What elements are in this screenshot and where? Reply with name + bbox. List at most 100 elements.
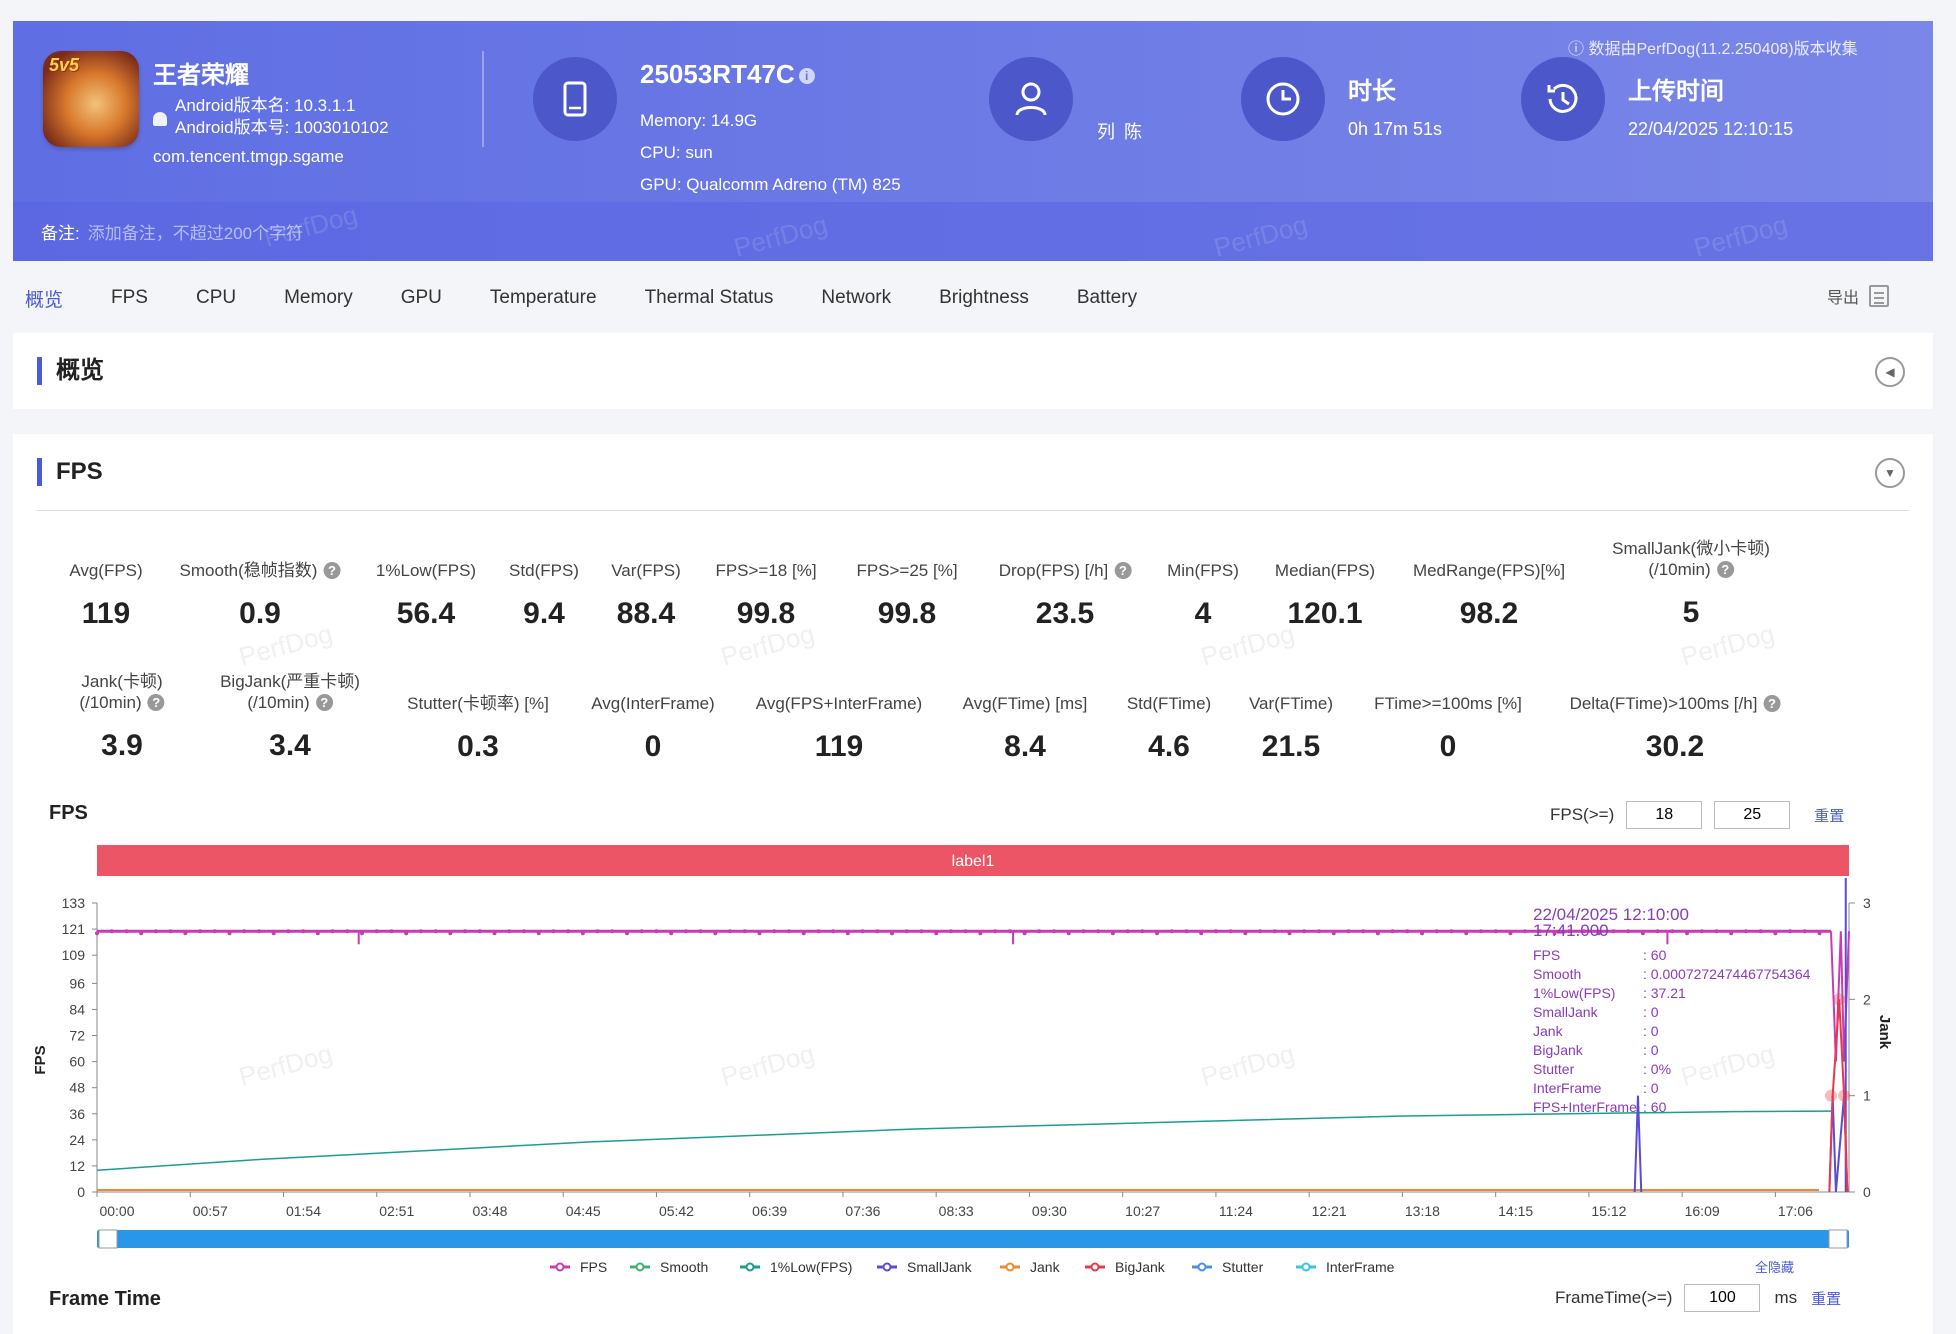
metric-label: BigJank(严重卡顿) (/10min)? bbox=[220, 671, 360, 713]
metric-label-text: FPS>=18 [%] bbox=[715, 561, 817, 580]
tab-2[interactable]: CPU bbox=[195, 287, 237, 308]
overview-title: 概览 bbox=[37, 357, 104, 385]
metric-label-text: Smooth(稳帧指数) bbox=[179, 561, 318, 580]
info-icon[interactable]: i bbox=[798, 68, 815, 84]
metric-label: Var(FPS) bbox=[611, 560, 681, 581]
metric-value: 3.4 bbox=[269, 729, 311, 762]
tablet-icon bbox=[533, 57, 617, 141]
metric-value: 120.1 bbox=[1287, 597, 1363, 630]
fps-section-title: FPS bbox=[37, 458, 103, 486]
fps-reset-link[interactable]: 重置 bbox=[1814, 807, 1845, 825]
app-version-code: Android版本号: 1003010102 bbox=[175, 118, 389, 137]
metric-label: FPS>=18 [%] bbox=[715, 560, 816, 581]
metric-metrics_row2-6: Std(FTime) 4.6 bbox=[1127, 693, 1211, 764]
metric-value: 23.5 bbox=[1035, 597, 1095, 630]
device-name: 25053RT47C i bbox=[640, 59, 815, 90]
metric-label: FTime>=100ms [%] bbox=[1374, 693, 1522, 714]
tab-4[interactable]: GPU bbox=[400, 287, 442, 308]
tab-5[interactable]: Temperature bbox=[489, 287, 597, 308]
remark-bar: 备注: 添加备注，不超过200个字符 bbox=[13, 202, 1933, 261]
tab-0[interactable]: 概览 bbox=[25, 289, 64, 311]
metric-metrics_row2-4: Avg(FPS+InterFrame) 119 bbox=[756, 693, 922, 764]
metric-metrics_row1-10: MedRange(FPS)[%] 98.2 bbox=[1413, 560, 1565, 631]
app-icon: 5v5 bbox=[43, 51, 139, 147]
device-memory: Memory: 14.9G bbox=[640, 111, 758, 130]
metric-label-text: Min(FPS) bbox=[1167, 561, 1239, 580]
metric-label: Avg(FTime) [ms] bbox=[963, 693, 1088, 714]
metric-value: 21.5 bbox=[1261, 730, 1321, 763]
metric-label: Var(FTime) bbox=[1249, 693, 1333, 714]
metric-label-unit: (/10min) bbox=[79, 693, 142, 712]
duration-value: 0h 17m 51s bbox=[1348, 119, 1443, 139]
help-icon[interactable]: ? bbox=[1114, 562, 1132, 579]
clock-icon bbox=[1241, 57, 1325, 141]
collapse-left-icon[interactable]: ◀ bbox=[1875, 357, 1905, 387]
overview-panel: 概览 ◀ bbox=[13, 333, 1933, 409]
metric-value: 9.4 bbox=[523, 597, 565, 630]
metric-metrics_row1-5: FPS>=18 [%] 99.8 bbox=[715, 560, 816, 631]
info-icon: ⓘ bbox=[1568, 41, 1589, 58]
metric-label: Drop(FPS) [/h]? bbox=[999, 560, 1132, 581]
metric-label: FPS>=25 [%] bbox=[856, 560, 957, 581]
fps-threshold-1-input[interactable] bbox=[1626, 801, 1703, 829]
document-icon bbox=[1869, 285, 1890, 307]
upload-title: 上传时间 bbox=[1628, 78, 1724, 105]
metric-metrics_row1-6: FPS>=25 [%] 99.8 bbox=[856, 560, 957, 631]
frame-time-title: Frame Time bbox=[49, 1288, 161, 1310]
tab-9[interactable]: Battery bbox=[1076, 287, 1138, 308]
metric-value: 99.8 bbox=[736, 597, 796, 630]
metric-label-text: Drop(FPS) [/h] bbox=[998, 561, 1109, 580]
collapse-down-icon[interactable]: ▼ bbox=[1875, 458, 1905, 488]
metric-label-text: FPS>=25 [%] bbox=[856, 561, 958, 580]
fps-threshold-2-input[interactable] bbox=[1714, 801, 1791, 829]
fps-panel: FPS ▼ bbox=[13, 434, 1933, 1334]
metric-label-text: MedRange(FPS)[%] bbox=[1412, 561, 1566, 580]
metric-metrics_row2-7: Var(FTime) 21.5 bbox=[1249, 693, 1333, 764]
metric-metrics_row1-7: Drop(FPS) [/h]? 23.5 bbox=[999, 560, 1132, 631]
metric-label-text: Avg(InterFrame) bbox=[591, 694, 715, 713]
export-button[interactable]: 导出 bbox=[1827, 284, 1890, 308]
metric-value: 119 bbox=[814, 730, 864, 763]
metric-label-text: Avg(FPS) bbox=[69, 561, 143, 580]
metric-label-text: SmallJank(微小卡顿) bbox=[1612, 539, 1770, 558]
metric-value: 3.9 bbox=[101, 729, 143, 762]
frametime-threshold-input[interactable] bbox=[1684, 1284, 1761, 1312]
device-specs: Memory: 14.9G CPU: sun GPU: Qualcomm Adr… bbox=[640, 105, 901, 201]
remark-input[interactable]: 添加备注，不超过200个字符 bbox=[87, 224, 304, 243]
metric-metrics_row2-3: Avg(InterFrame) 0 bbox=[591, 693, 714, 764]
tab-1[interactable]: FPS bbox=[111, 287, 148, 308]
metric-label: Min(FPS) bbox=[1167, 560, 1239, 581]
android-icon bbox=[153, 112, 167, 126]
frametime-reset-link[interactable]: 重置 bbox=[1811, 1290, 1842, 1308]
metric-metrics_row1-1: Smooth(稳帧指数)? 0.9 bbox=[180, 560, 341, 631]
app-version-info: Android版本名: 10.3.1.1 Android版本号: 1003010… bbox=[153, 95, 389, 139]
metric-metrics_row2-2: Stutter(卡顿率) [%] 0.3 bbox=[407, 693, 549, 764]
fps-chart-title: FPS bbox=[49, 802, 88, 824]
export-label: 导出 bbox=[1827, 290, 1860, 307]
metric-label: SmallJank(微小卡顿) (/10min)? bbox=[1612, 538, 1770, 580]
metric-label-text: Var(FTime) bbox=[1248, 694, 1334, 713]
metric-metrics_row1-9: Median(FPS) 120.1 bbox=[1275, 560, 1375, 631]
metric-label-unit: (/10min) bbox=[1648, 560, 1711, 579]
metric-label-text: Std(FPS) bbox=[509, 561, 579, 580]
help-icon[interactable]: ? bbox=[315, 694, 333, 711]
tab-7[interactable]: Network bbox=[821, 287, 892, 308]
metric-label-text: Std(FTime) bbox=[1126, 694, 1212, 713]
help-icon[interactable]: ? bbox=[1763, 695, 1781, 712]
metric-value: 0 bbox=[1439, 730, 1457, 763]
metric-value: 4.6 bbox=[1148, 730, 1190, 763]
help-icon[interactable]: ? bbox=[1716, 561, 1734, 578]
metric-label: Avg(InterFrame) bbox=[591, 693, 714, 714]
tab-3[interactable]: Memory bbox=[284, 287, 353, 308]
metric-value: 88.4 bbox=[616, 597, 676, 630]
tab-8[interactable]: Brightness bbox=[939, 287, 1029, 308]
metric-label: Avg(FPS) bbox=[69, 560, 142, 581]
tab-6[interactable]: Thermal Status bbox=[644, 287, 774, 308]
metric-value: 4 bbox=[1194, 597, 1212, 630]
help-icon[interactable]: ? bbox=[323, 562, 341, 579]
help-icon[interactable]: ? bbox=[147, 694, 165, 711]
metric-metrics_row1-4: Var(FPS) 88.4 bbox=[611, 560, 681, 631]
metric-label-text: Avg(FTime) [ms] bbox=[962, 694, 1088, 713]
metric-label: Jank(卡顿) (/10min)? bbox=[79, 671, 165, 713]
header-divider bbox=[482, 51, 484, 147]
